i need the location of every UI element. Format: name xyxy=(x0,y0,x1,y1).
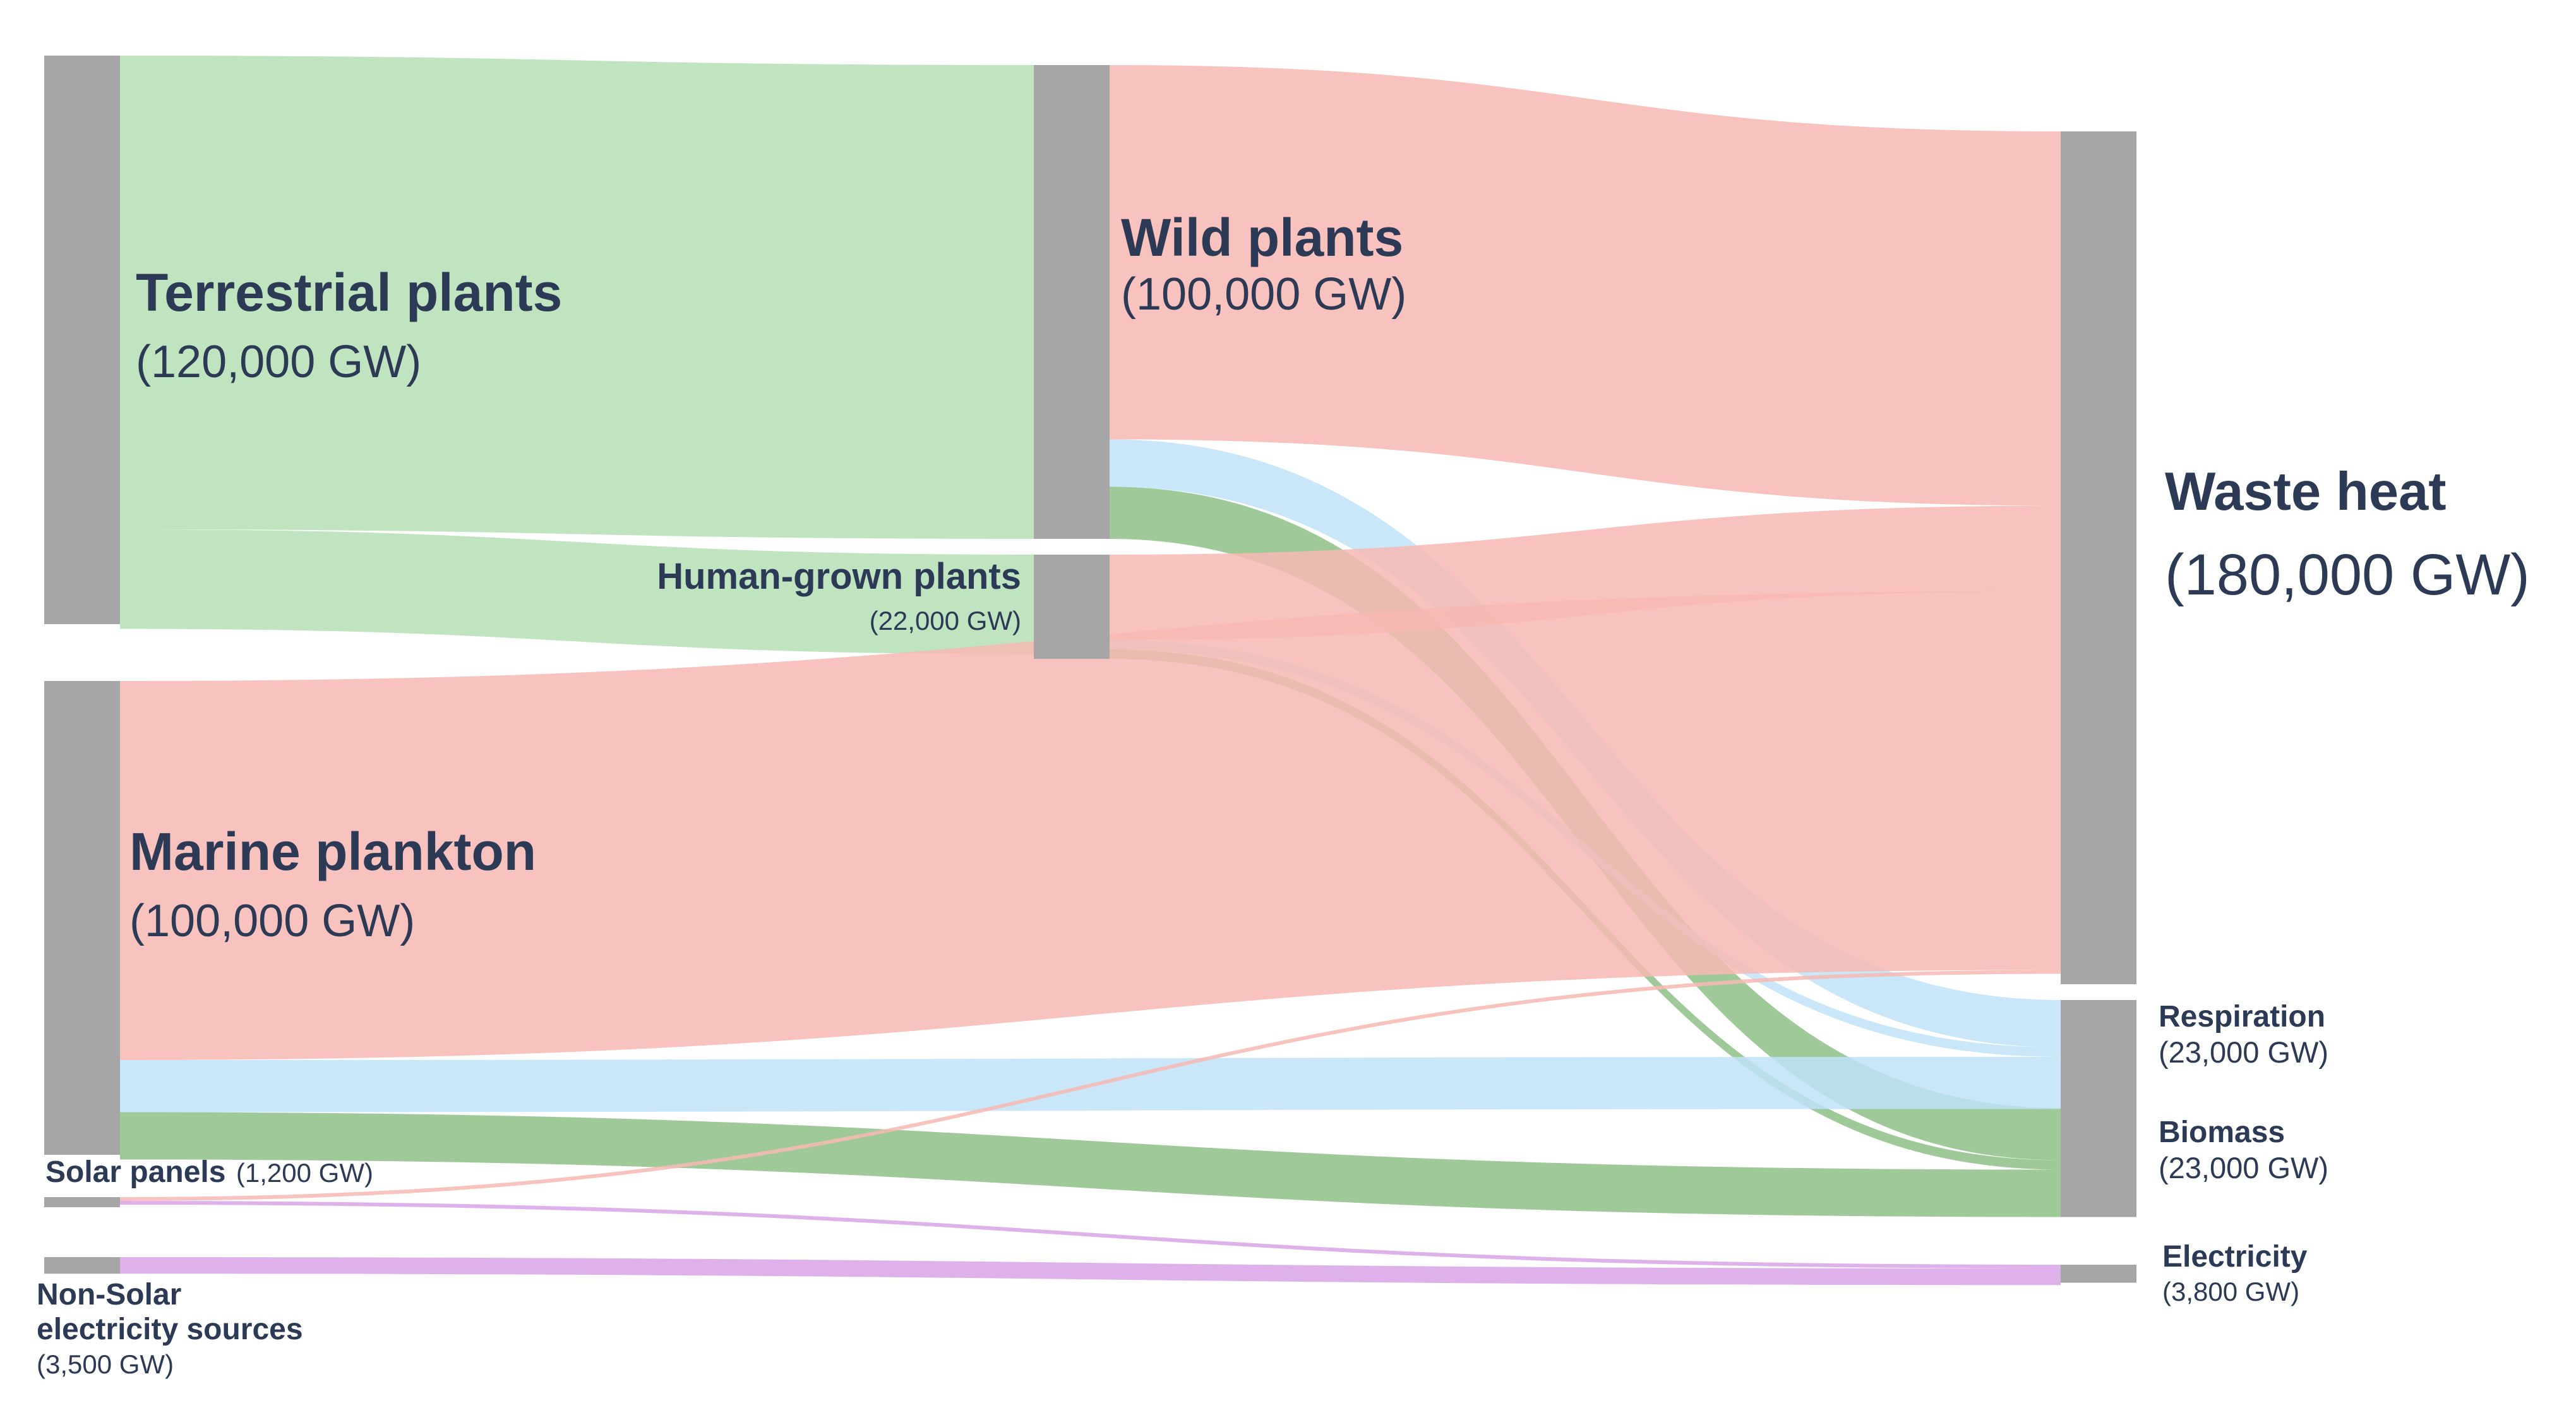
node-value: (100,000 GW) xyxy=(1121,268,1407,320)
node-label-solar: Solar panels (1,200 GW) xyxy=(45,1155,373,1190)
node-value: (22,000 GW) xyxy=(869,605,1021,636)
link-solar-to-waste xyxy=(120,970,2061,1201)
node-value: (120,000 GW) xyxy=(136,336,422,387)
node-value: (23,000 GW) xyxy=(2159,1151,2329,1185)
node-bar-human xyxy=(1034,555,1110,659)
node-label-electricity: Electricity (3,800 GW) xyxy=(2162,1239,2307,1307)
node-name: Terrestrial plants xyxy=(136,263,563,322)
node-name: Human-grown plants xyxy=(657,556,1021,597)
node-bar-solar xyxy=(44,1197,120,1207)
node-name-line: electricity sources xyxy=(37,1313,303,1347)
node-value: (180,000 GW) xyxy=(2165,542,2530,607)
node-bar-terrestrial xyxy=(44,56,120,624)
link-wild-to-waste xyxy=(1110,65,2061,506)
node-name: Respiration xyxy=(2159,1000,2326,1033)
node-label-human: Human-grown plants (22,000 GW) xyxy=(657,556,1021,636)
node-label-marine: Marine plankton (100,000 GW) xyxy=(129,821,536,947)
node-label-biomass: Biomass (23,000 GW) xyxy=(2159,1115,2328,1185)
link-solar-to-electricity xyxy=(120,1201,2061,1268)
link-terrestrial-to-human xyxy=(120,529,1034,654)
node-label-wild: Wild plants (100,000 GW) xyxy=(1121,207,1406,320)
link-terrestrial-to-wild xyxy=(120,56,1034,539)
node-name: Solar panels xyxy=(45,1155,226,1189)
node-value: (100,000 GW) xyxy=(129,895,416,946)
node-label-terrestrial: Terrestrial plants (120,000 GW) xyxy=(136,262,562,388)
node-bar-electricity xyxy=(2061,1265,2136,1283)
node-value: (3,800 GW) xyxy=(2162,1277,2300,1307)
sankey-nodes xyxy=(44,56,2136,1283)
node-name: Marine plankton xyxy=(129,822,537,881)
link-marine-to-waste xyxy=(120,591,2061,1060)
node-name-line: Non-Solar xyxy=(37,1278,182,1311)
node-bar-respiration xyxy=(2061,1000,2136,1109)
node-bar-waste xyxy=(2061,131,2136,984)
node-bar-wild xyxy=(1034,65,1110,539)
node-value: (1,200 GW) xyxy=(236,1158,373,1188)
node-label-respiration: Respiration (23,000 GW) xyxy=(2159,999,2328,1070)
link-marine-to-biomass xyxy=(120,1112,2061,1217)
link-nonsolar-to-electricity xyxy=(120,1257,2061,1286)
node-bar-marine xyxy=(44,681,120,1155)
node-label-waste: Waste heat (180,000 GW) xyxy=(2165,461,2530,609)
node-name: Electricity xyxy=(2162,1240,2308,1274)
link-human-to-waste xyxy=(1110,505,2061,640)
node-bar-biomass xyxy=(2061,1108,2136,1217)
node-name: Waste heat xyxy=(2165,462,2447,522)
node-value: (3,500 GW) xyxy=(37,1349,174,1380)
node-name: Biomass xyxy=(2159,1116,2285,1149)
node-value: (23,000 GW) xyxy=(2159,1035,2329,1070)
sankey-links xyxy=(120,56,2061,1286)
node-name: Wild plants xyxy=(1121,208,1404,267)
node-label-nonsolar: Non-Solar electricity sources (3,500 GW) xyxy=(37,1277,303,1380)
node-bar-nonsolar xyxy=(44,1257,120,1274)
